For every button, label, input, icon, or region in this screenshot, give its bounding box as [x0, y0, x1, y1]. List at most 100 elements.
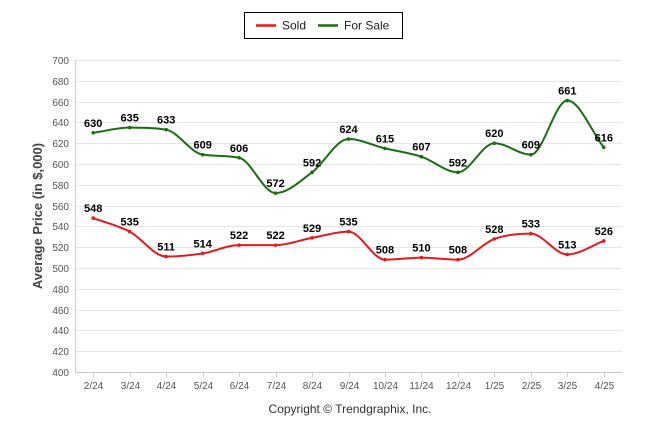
- y-tick-label: 400: [52, 368, 69, 379]
- x-tick-label: 8/24: [303, 381, 323, 392]
- sold-data-point: [237, 243, 241, 247]
- for-sale-data-point: [565, 98, 570, 103]
- y-tick-label: 420: [52, 347, 69, 358]
- for-sale-data-label: 607: [412, 142, 430, 154]
- for-sale-data-label: 630: [84, 118, 102, 130]
- x-tick-label: 2/25: [522, 381, 542, 392]
- sold-data-point: [273, 243, 278, 247]
- y-tick-label: 600: [52, 160, 69, 171]
- y-tick-label: 480: [52, 285, 69, 296]
- sold-legend-label: Sold: [282, 19, 306, 33]
- y-tick-label: 460: [52, 306, 69, 317]
- y-tick-label: 440: [52, 326, 69, 337]
- y-tick-label: 660: [52, 98, 69, 109]
- y-axis-title: Average Price (in $,000): [30, 143, 45, 289]
- x-tick-label: 10/24: [373, 381, 398, 392]
- for-sale-data-point: [273, 191, 278, 195]
- sold-data-label: 528: [485, 224, 503, 236]
- for-sale-data-label: 661: [558, 86, 576, 98]
- gridlines: [75, 60, 622, 373]
- y-tick-label: 640: [52, 118, 69, 129]
- for-sale-data-label: 572: [266, 178, 284, 190]
- for-sale-data-label: 635: [121, 113, 139, 125]
- sold-data-point: [601, 239, 606, 243]
- sold-data-point: [456, 257, 460, 262]
- sold-data-point: [164, 254, 168, 259]
- x-tick-label: 4/24: [157, 381, 177, 392]
- for-sale-data-label: 624: [339, 124, 358, 136]
- x-tick-label: 5/24: [194, 381, 214, 392]
- sold-data-label: 533: [522, 219, 540, 231]
- sold-data-label: 535: [121, 217, 139, 229]
- sold-data-point: [91, 216, 96, 220]
- axes: 400 420 440 460 480 500 520 540 560 580 600 620 640 6…: [52, 56, 622, 392]
- x-tick-label: 1/25: [485, 381, 505, 392]
- y-tick-label: 500: [52, 264, 69, 275]
- for-sale-data-label: 609: [193, 140, 211, 152]
- for-sale-data-label: 606: [230, 143, 248, 155]
- y-tick-label: 580: [52, 181, 69, 192]
- x-tick-label: 3/25: [558, 381, 578, 392]
- for-sale-data-label: 633: [157, 115, 175, 127]
- for-sale-data-label: 620: [485, 128, 503, 140]
- sold-data-label: 522: [266, 230, 284, 242]
- sold-data-point: [346, 229, 351, 234]
- for-sale-data-point: [237, 155, 241, 160]
- x-tick-label: 7/24: [267, 381, 287, 392]
- for-sale-data-point: [91, 131, 96, 135]
- copyright-footer: Copyright © Trendgraphix, Inc.: [269, 402, 432, 416]
- for-sale-data-label: 615: [376, 133, 394, 145]
- for-sale-data-point: [383, 146, 387, 151]
- x-tick-label: 11/24: [409, 381, 434, 392]
- y-tick-label: 520: [52, 243, 69, 254]
- for-sale-data-point: [164, 127, 168, 132]
- for-sale-data-point: [601, 145, 606, 150]
- sold-data-point: [383, 257, 387, 262]
- for-sale-data-point: [200, 152, 205, 157]
- x-tick-label: 9/24: [340, 381, 360, 392]
- y-tick-label: 560: [52, 202, 69, 213]
- x-tick-label: 3/24: [121, 381, 141, 392]
- legend: Sold For Sale: [244, 12, 403, 39]
- sold-data-label: 522: [230, 230, 248, 242]
- for-sale-data-label: 592: [449, 157, 467, 169]
- sold-data-point: [529, 231, 533, 236]
- x-tick-label: 4/25: [595, 381, 615, 392]
- sold-data-point: [419, 255, 424, 260]
- for-sale-data-point: [346, 137, 351, 141]
- sold-data-label: 510: [412, 243, 430, 255]
- sold-data-label: 526: [595, 226, 613, 238]
- y-tick-label: 620: [52, 139, 69, 150]
- series: [91, 98, 606, 262]
- for-sale-data-point: [127, 125, 132, 130]
- for-sale-data-point: [419, 154, 424, 159]
- x-tick-label: 6/24: [230, 381, 250, 392]
- sold-data-point: [492, 237, 497, 241]
- y-tick-label: 680: [52, 77, 69, 88]
- for-sale-data-label: 592: [303, 157, 321, 169]
- sold-data-label: 535: [339, 217, 357, 229]
- sold-data-point: [565, 252, 570, 257]
- for-sale-data-point: [456, 170, 460, 175]
- x-tick-label: 12/24: [446, 381, 471, 392]
- for-sale-data-label: 616: [595, 132, 613, 144]
- sold-data-point: [127, 229, 132, 234]
- sold-data-label: 508: [376, 245, 394, 257]
- for-sale-data-point: [310, 170, 314, 175]
- y-tick-label: 700: [52, 56, 69, 67]
- data-labels: 548 535 511 514 522 522 529 535 508 510 508 528 533 5…: [84, 86, 613, 257]
- sold-data-label: 514: [193, 238, 212, 250]
- sold-data-label: 511: [157, 242, 175, 254]
- sold-data-label: 548: [84, 203, 102, 215]
- for-sale-legend-label: For Sale: [344, 19, 390, 33]
- sold-data-point: [200, 251, 205, 256]
- y-tick-label: 540: [52, 222, 69, 233]
- for-sale-data-point: [492, 141, 497, 145]
- x-tick-label: 2/24: [84, 381, 104, 392]
- sold-data-label: 513: [558, 239, 576, 251]
- sold-data-point: [310, 236, 314, 240]
- sold-data-label: 508: [449, 245, 467, 257]
- sold-data-label: 529: [303, 223, 321, 235]
- for-sale-data-point: [529, 152, 533, 157]
